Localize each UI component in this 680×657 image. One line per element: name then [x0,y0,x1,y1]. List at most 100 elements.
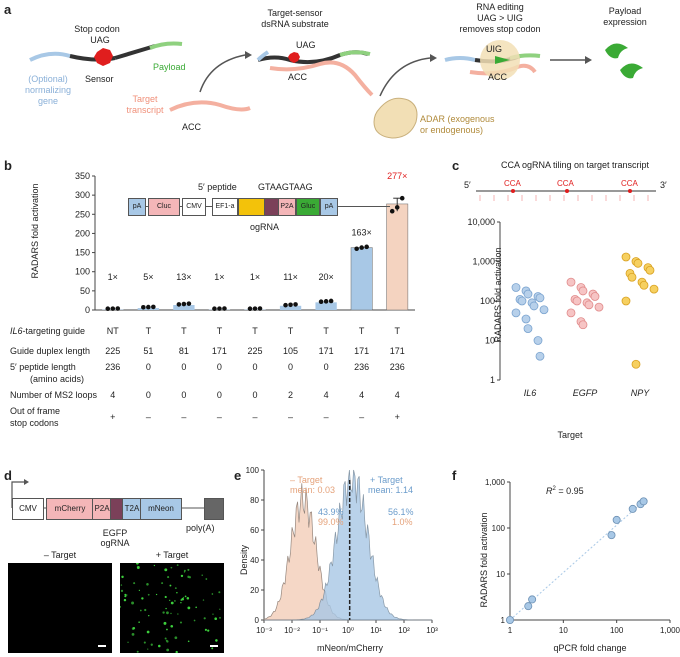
table-cell-stop: – [288,412,294,422]
panel-e-letter: e [234,468,242,483]
table-cell-peptide: 0 [216,362,222,372]
row-peptide-sub: (amino acids) [30,374,85,384]
b-replicate-dot [176,302,182,307]
guide-prefix: IL6 [10,326,23,336]
f-data-point [628,504,637,513]
b-y-tick-label: 350 [75,171,90,181]
d-minus-image [8,563,112,653]
payload-label: Payload [153,62,186,72]
table-cell-ms2: 0 [181,390,187,400]
fluorescent-cell [167,576,170,579]
panel-c-dot-plot: 10,000 1,000 100 10 1 IL6 EGFP NPY [467,217,659,398]
fluorescent-cell [163,621,167,625]
f-x-tick-label: 100 [610,626,624,635]
table-cell-ms2: 4 [359,390,365,400]
c-y-tick-label: 10,000 [467,217,495,227]
f-y-tick-label: 100 [492,524,506,533]
b-fold-label: 1× [214,272,224,282]
b-bar [315,302,337,310]
panel-b-construct: pA Cluc CMV EF1-a P2A Gluc pA [128,196,390,218]
b-bar [173,305,195,310]
b-y-tick-label: 150 [75,248,90,258]
substrate-title: Target-sensor dsRNA substrate [261,8,329,29]
b-fold-label: 20× [318,272,333,282]
c-data-point [535,293,545,303]
fluorescent-cell [136,650,139,653]
b-replicate-dot [354,246,359,252]
target-transcript-strand [169,100,251,112]
green-fluorescent-cells [120,563,221,653]
e-pct-blue-left: 43.9% [318,507,344,517]
fluorescent-cell [170,612,172,615]
fluorescent-cell [127,641,129,643]
construct-peptide-box [238,198,266,216]
substrate-target-strand [269,60,374,97]
fluorescent-cell [183,571,186,573]
target-transcript-label: Target transcript [126,94,164,115]
f-x-tick-label: 1 [508,626,513,635]
fluorescent-cell [187,568,190,571]
construct-pa-right: pA [320,198,338,216]
fluorescent-cell [125,594,128,596]
b-y-tick-label: 250 [75,209,90,219]
fluorescent-cell [184,595,187,598]
table-cell-duplex: 171 [318,346,334,356]
construct-p2a: P2A [278,198,296,216]
fluorescent-cell [143,641,146,644]
b-fold-label: 11× [283,272,298,282]
e-x-tick-label: 10³ [426,626,438,635]
b-fold-label: 277× [387,171,407,181]
fluorescent-cell [131,632,135,636]
table-cell-stop: – [359,412,365,422]
fluorescent-cell [148,614,150,617]
e-x-tick-label: 10⁻² [284,626,300,635]
panel-f-xlabel: qPCR fold change [553,643,627,653]
c-data-point [594,302,604,312]
panel-e-histogram: 100 80 60 40 20 010⁻³ 10⁻² 10⁻¹ 10⁰ 10¹ 10² 10³ [246,466,438,635]
fluorescent-cell [169,599,171,601]
d-polya-box [204,498,224,520]
adar-label: ADAR (exogenous or endogenous) [420,114,495,135]
row-peptide-label: 5′ peptide length [10,362,76,372]
cca-label-2: CCA [557,179,574,188]
fluorescent-cell [136,565,139,568]
e-x-tick-label: 10⁻³ [256,626,272,635]
fluorescent-cell [179,621,183,624]
b-fold-label: 163× [352,228,372,238]
table-cell-stop: – [216,412,222,422]
fluorescent-cell [174,636,178,640]
table-cell-duplex: 171 [389,346,405,356]
fluorescent-cell [144,608,147,612]
fluorescent-cell [147,648,149,650]
fluorescent-cell [139,609,142,612]
fluorescent-cell [138,589,141,591]
table-cell-peptide: 0 [288,362,294,372]
panel-f-scatter: 1,000 100 10 11 10 100 1,000 [485,478,680,635]
e-x-tick-label: 10¹ [370,626,382,635]
f-data-point [524,602,533,611]
row-stop-sub: stop codons [10,418,59,428]
construct-seq-label: GTAAGTAAG [258,182,313,192]
panel-c-title: CCA ogRNA tiling on target transcript [500,160,650,170]
fluorescent-cell [207,629,210,632]
fluorescent-cell [204,628,207,631]
fluorescent-cell [166,648,170,652]
fluorescent-cell [165,639,168,642]
fluorescent-cell [211,593,214,595]
table-cell-peptide: 0 [181,362,187,372]
arrow-curve-2 [379,57,431,97]
e-y-tick-label: 60 [250,526,259,535]
guide-suffix: -targeting guide [22,326,86,336]
panel-b-letter: b [4,158,12,173]
c-data-point [539,305,549,315]
b-fold-label: 5× [143,272,153,282]
fluorescent-cell [170,601,174,605]
b-replicate-dot [293,302,298,307]
fluorescent-cell [202,599,205,601]
construct-cluc: Cluc [148,198,180,216]
e-y-tick-label: 20 [250,586,259,595]
b-y-tick-label: 200 [75,228,90,238]
table-cell-peptide: 0 [323,362,329,372]
b-replicate-dot [212,306,217,311]
payload-expression-label: Payload expression [603,6,647,27]
